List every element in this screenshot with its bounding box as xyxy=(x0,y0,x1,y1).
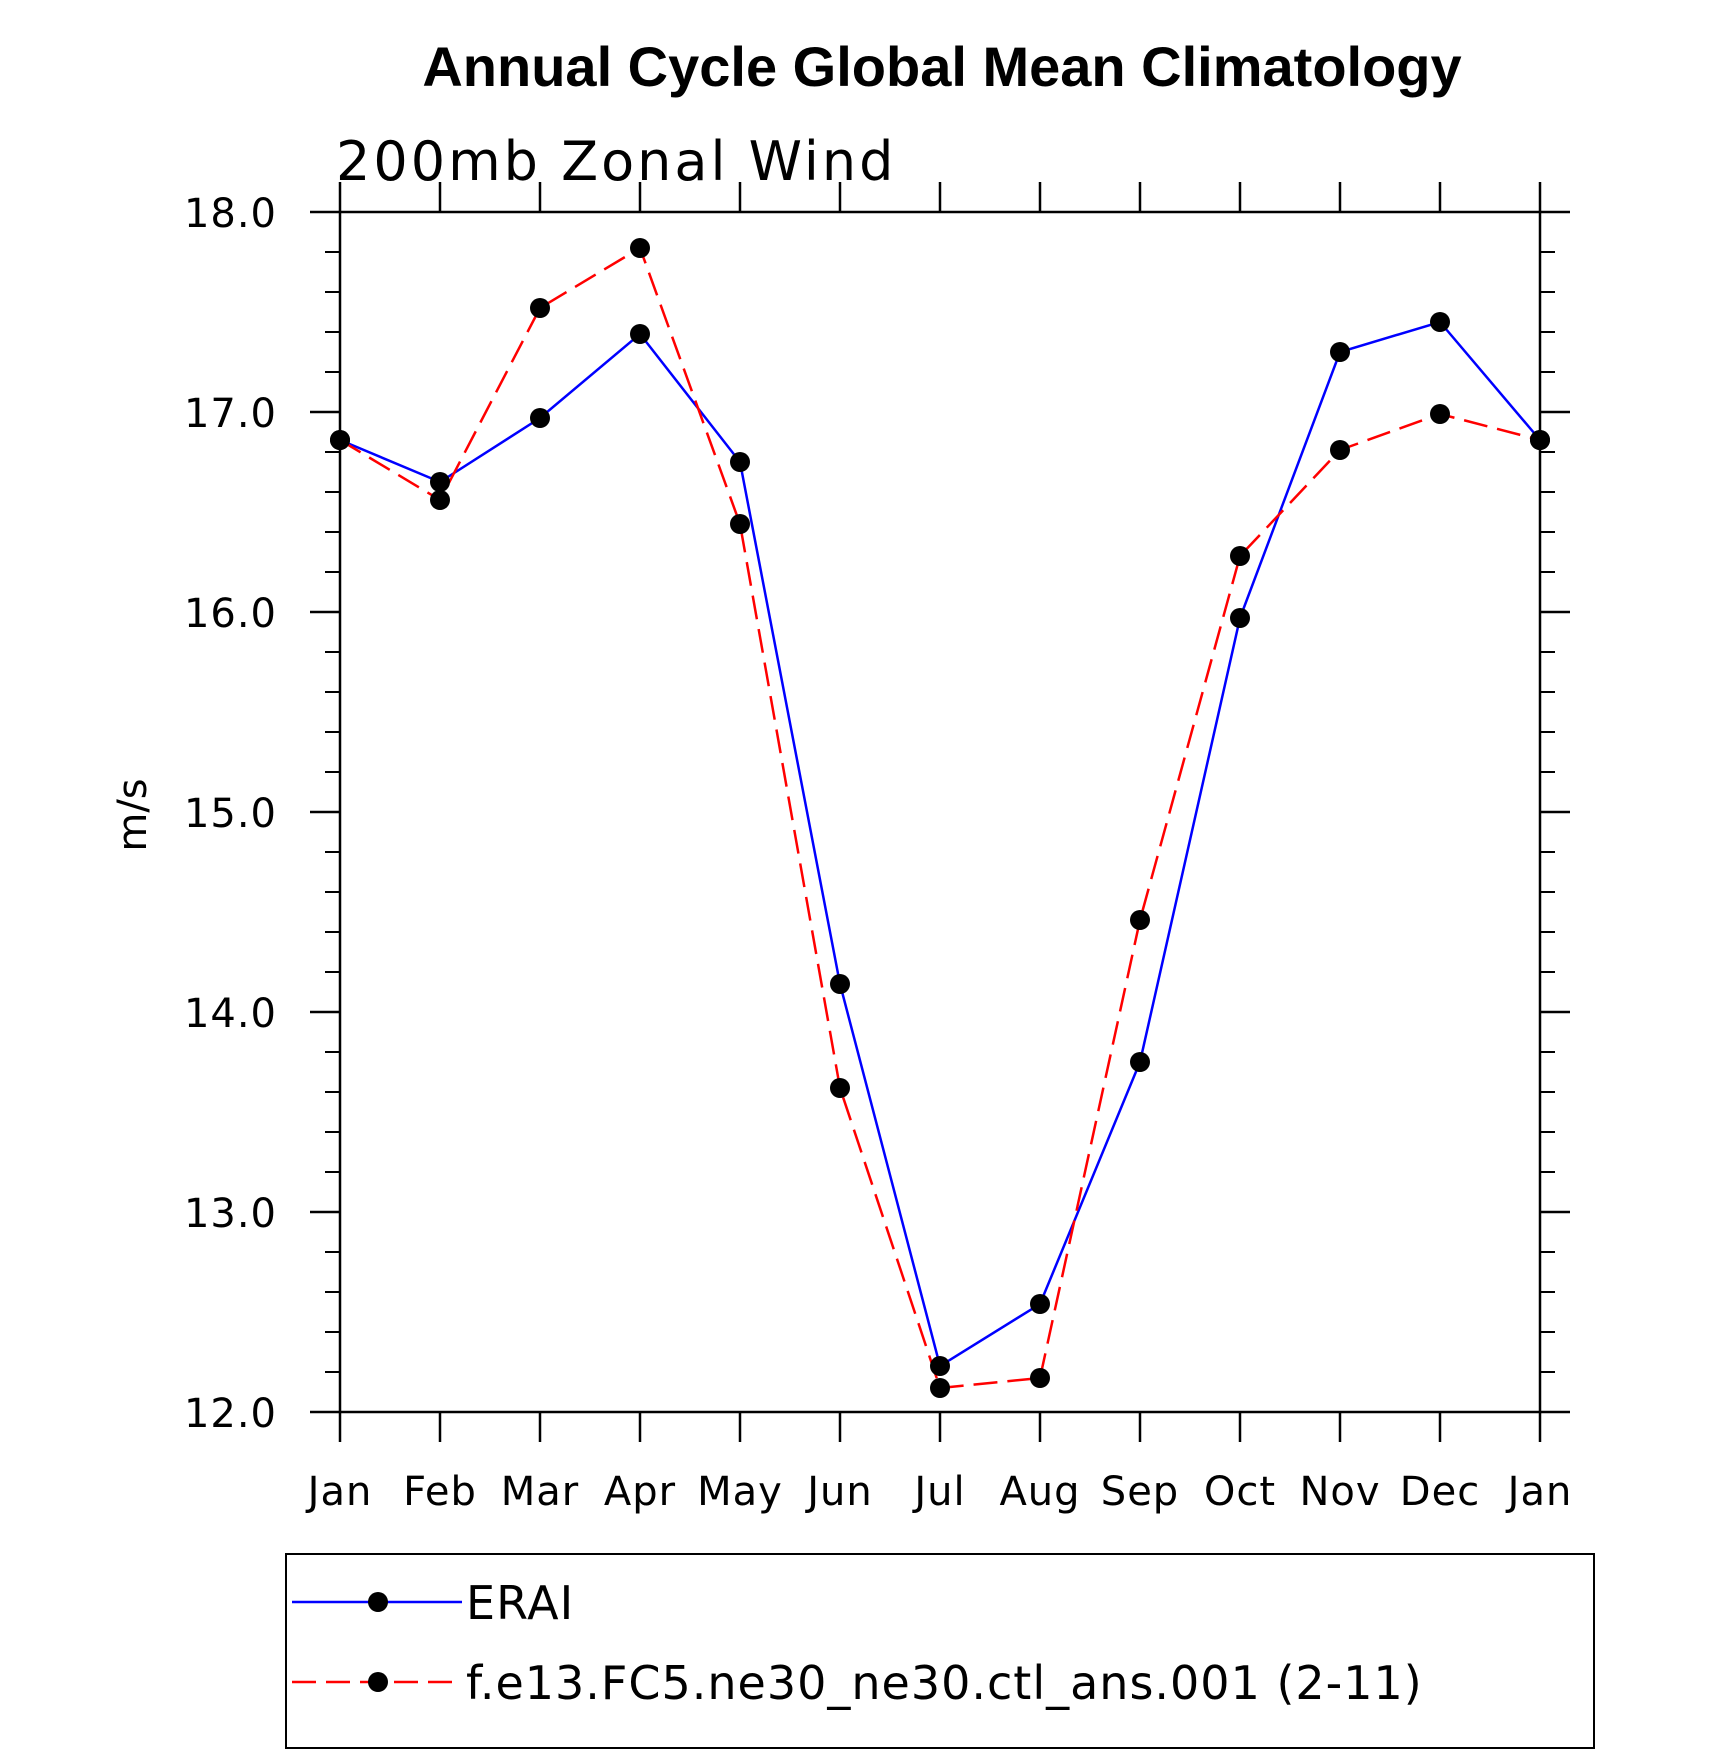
x-tick-label: Nov xyxy=(1299,1469,1380,1515)
y-tick-label: 17.0 xyxy=(184,391,277,437)
legend-entry-label: f.e13.FC5.ne30_ne30.ctl_ans.001 (2-11) xyxy=(466,1656,1423,1710)
series-0-point xyxy=(530,408,550,428)
series-1-point xyxy=(1230,546,1250,566)
series-layer xyxy=(330,238,1550,1398)
series-0-point xyxy=(1030,1294,1050,1314)
x-tick-label: Aug xyxy=(999,1469,1080,1515)
series-0-point xyxy=(630,324,650,344)
series-1-point xyxy=(830,1078,850,1098)
legend: ERAI f.e13.FC5.ne30_ne30.ctl_ans.001 (2-1… xyxy=(285,1553,1595,1749)
legend-swatch-marker xyxy=(368,1672,388,1692)
x-tick-label: Jul xyxy=(911,1469,965,1515)
x-tick-label: Sep xyxy=(1101,1469,1179,1515)
series-0-point xyxy=(930,1356,950,1376)
legend-entry-label: ERAI xyxy=(466,1576,574,1630)
series-0-point xyxy=(1430,312,1450,332)
plot-frame xyxy=(338,210,1542,1414)
axes: Jan Feb Mar Apr May Jun Jul Aug Sep Oct Nov Dec Jan 1… xyxy=(184,182,1573,1515)
y-axis-label: m/s xyxy=(110,778,156,851)
x-tick-label: Feb xyxy=(403,1469,477,1515)
x-tick-label: Jan xyxy=(1505,1469,1573,1515)
legend-box xyxy=(285,1553,1595,1749)
x-tick-label: Apr xyxy=(604,1469,676,1515)
series-1-point xyxy=(1430,404,1450,424)
series-1-point xyxy=(930,1378,950,1398)
series-line-0 xyxy=(339,320,1541,1368)
legend-swatch-marker xyxy=(368,1592,388,1612)
y-tick-label: 15.0 xyxy=(184,791,277,837)
y-tick-label: 12.0 xyxy=(184,1391,277,1437)
series-1-point xyxy=(630,238,650,258)
y-tick-label: 16.0 xyxy=(184,591,277,637)
series-0-point xyxy=(730,452,750,472)
series-1-point xyxy=(1130,910,1150,930)
x-tick-label: Oct xyxy=(1204,1469,1276,1515)
series-0-point xyxy=(1330,342,1350,362)
series-1-point xyxy=(1030,1368,1050,1388)
series-1-point xyxy=(1530,430,1550,450)
x-tick-label: Mar xyxy=(501,1469,579,1515)
chart-subtitle: 200mb Zonal Wind xyxy=(336,130,896,193)
y-tick-label: 14.0 xyxy=(184,991,277,1037)
series-line-1 xyxy=(339,246,1541,1390)
x-tick-label: Jun xyxy=(804,1469,873,1515)
y-tick-label: 13.0 xyxy=(184,1191,277,1237)
chart-title: Annual Cycle Global Mean Climatology xyxy=(422,35,1461,98)
series-1-point xyxy=(1330,440,1350,460)
series-0-point xyxy=(1230,608,1250,628)
x-tick-label: Dec xyxy=(1400,1469,1480,1515)
x-tick-label: Jan xyxy=(305,1469,373,1515)
series-1-point xyxy=(330,430,350,450)
series-1-point xyxy=(430,490,450,510)
series-0-point xyxy=(430,472,450,492)
series-0-point xyxy=(1130,1052,1150,1072)
x-tick-label: May xyxy=(697,1469,783,1515)
series-1-point xyxy=(530,298,550,318)
series-0-point xyxy=(830,974,850,994)
series-1-point xyxy=(730,514,750,534)
y-tick-label: 18.0 xyxy=(184,191,277,237)
